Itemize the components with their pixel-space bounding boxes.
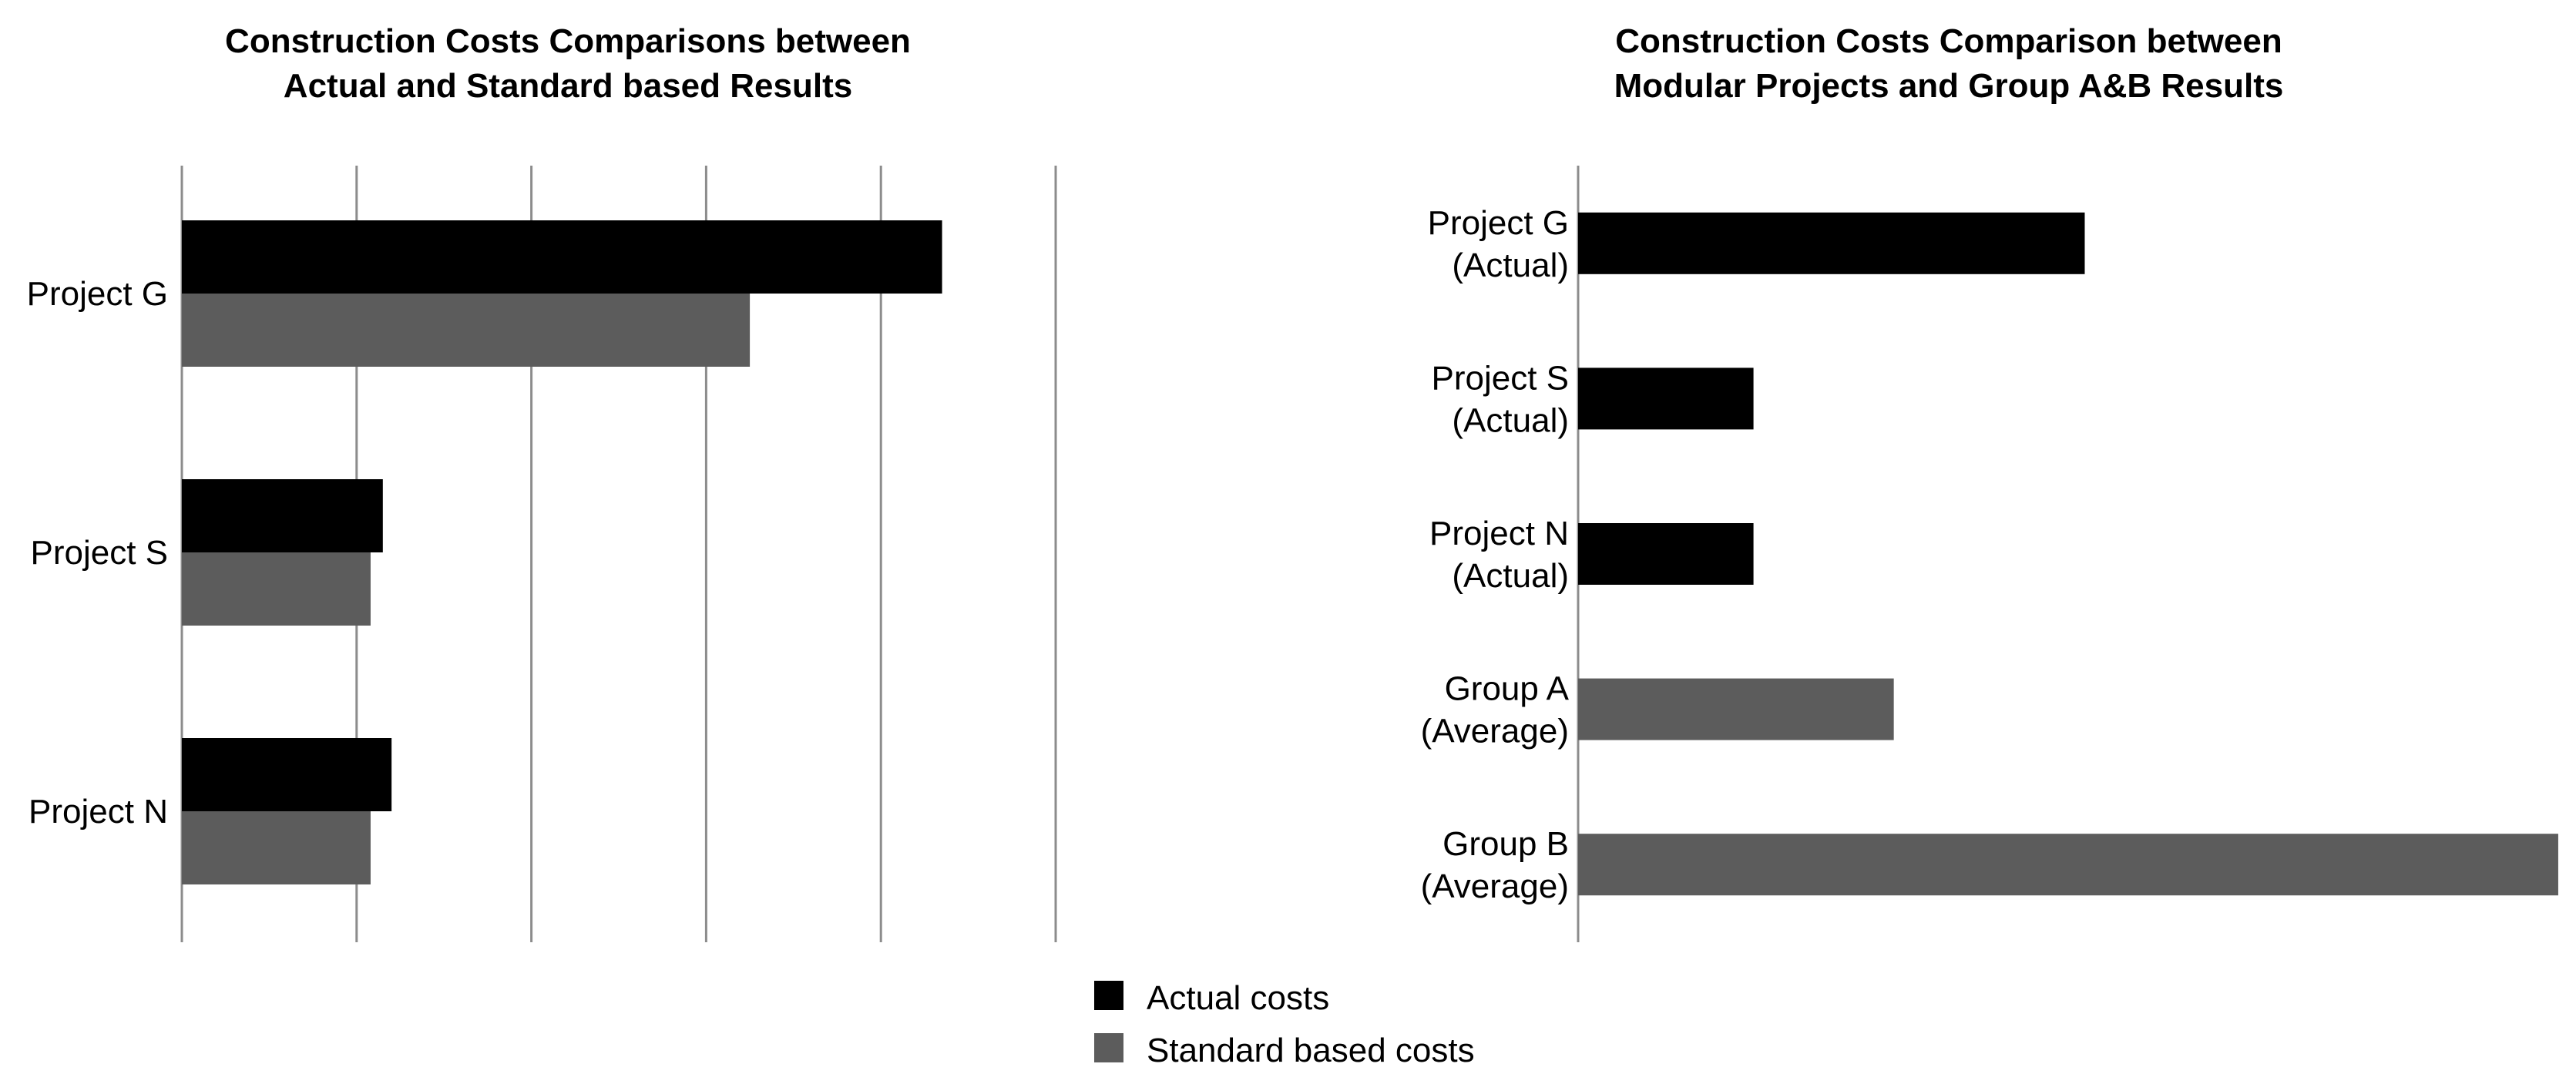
right-bar-project-n (1578, 523, 1754, 585)
right-bar-project-s (1578, 367, 1754, 430)
right-category-label: (Actual) (1452, 557, 1569, 595)
right-category-label: Project G (1428, 204, 1569, 242)
right-category-label: Project S (1431, 359, 1569, 397)
right-chart: Construction Costs Comparison between Mo… (1421, 22, 2558, 942)
left-category-label: Project G (27, 275, 168, 313)
right-bars (1578, 212, 2558, 896)
left-bar-project-n-standard (182, 811, 371, 884)
right-category-label: (Actual) (1452, 401, 1569, 439)
left-chart: Construction Costs Comparisons between A… (27, 22, 1057, 942)
left-bars (182, 220, 942, 884)
right-category-label: (Average) (1421, 713, 1569, 750)
left-chart-title-line-1: Construction Costs Comparisons between (225, 22, 911, 60)
left-bar-project-s-actual (182, 479, 383, 552)
right-bar-group-b (1578, 834, 2558, 896)
right-bar-group-a (1578, 678, 1894, 740)
legend-label-actual: Actual costs (1147, 979, 1329, 1017)
right-chart-title-line-2: Modular Projects and Group A&B Results (1614, 67, 2284, 105)
legend-swatch-actual (1094, 981, 1123, 1010)
right-bar-project-g (1578, 212, 2085, 274)
right-category-label: Group B (1442, 825, 1569, 863)
right-category-label: Project N (1429, 515, 1569, 552)
right-category-label: (Actual) (1452, 247, 1569, 284)
legend-label-standard: Standard based costs (1147, 1032, 1475, 1069)
left-chart-title-line-2: Actual and Standard based Results (284, 67, 852, 105)
left-bar-project-g-actual (182, 220, 942, 294)
legend-swatch-standard (1094, 1033, 1123, 1062)
left-bar-project-g-standard (182, 294, 751, 367)
left-category-label: Project S (30, 534, 168, 572)
right-chart-title-line-1: Construction Costs Comparison between (1615, 22, 2282, 60)
right-category-label: (Average) (1421, 868, 1569, 905)
left-category-label: Project N (29, 793, 168, 831)
legend: Actual costs Standard based costs (1094, 979, 1475, 1069)
left-bar-project-n-actual (182, 738, 392, 811)
left-category-labels: Project G Project S Project N (27, 275, 168, 831)
right-category-label: Group A (1445, 670, 1570, 708)
right-category-labels: Project G (Actual) Project S (Actual) Projec… (1421, 204, 1570, 905)
left-bar-project-s-standard (182, 552, 371, 626)
